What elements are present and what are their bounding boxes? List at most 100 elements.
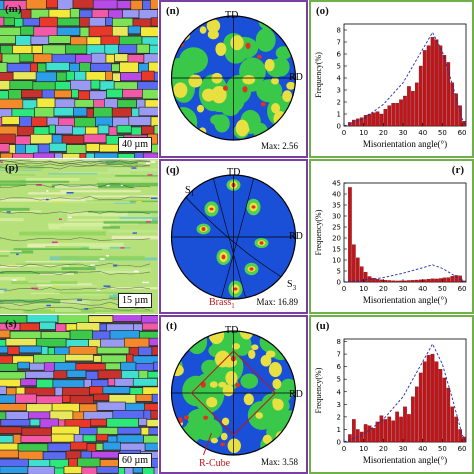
histogram-bar bbox=[383, 109, 388, 127]
histogram-bar bbox=[399, 99, 403, 127]
x-tick-label: 40 bbox=[418, 285, 427, 293]
histogram-bar bbox=[430, 37, 435, 127]
y-tick-label: 5 bbox=[337, 63, 341, 71]
histogram-bar bbox=[446, 62, 451, 127]
histogram-bar bbox=[411, 280, 415, 283]
y-tick-label: 25 bbox=[332, 224, 341, 232]
histogram-bar bbox=[375, 111, 380, 127]
y-tick-label: 6 bbox=[337, 51, 342, 59]
td-label: TD bbox=[227, 167, 241, 178]
x-tick-label: 0 bbox=[342, 129, 346, 137]
histogram-bar bbox=[363, 115, 368, 127]
x-tick-label: 40 bbox=[418, 129, 427, 137]
histogram-bar bbox=[414, 82, 419, 127]
panel-label: (n) bbox=[166, 5, 180, 17]
brass-text: Brass bbox=[209, 297, 232, 308]
pole-figure-q: (q) TD RD S1 S3 Brass1 Max: 16.89 bbox=[159, 159, 308, 314]
y-tick-label: 5 bbox=[337, 376, 341, 384]
histogram-bar bbox=[352, 419, 356, 443]
panel-label: (q) bbox=[166, 164, 180, 176]
s3-subscript: 3 bbox=[292, 284, 297, 292]
td-label: TD bbox=[225, 10, 239, 21]
histogram-bar bbox=[379, 113, 384, 127]
histogram-bar bbox=[458, 105, 462, 127]
misorientation-histogram: 0 10 20 30 40 50 60 0 5 10 15 20 25 30 35 40 45 Misorient… bbox=[314, 180, 467, 306]
histogram-bar bbox=[418, 279, 423, 283]
histogram-bar bbox=[359, 117, 364, 127]
scale-bar-label: 60 µm bbox=[117, 453, 152, 468]
histogram-bar bbox=[426, 278, 431, 283]
scale-bar-label: 15 µm bbox=[117, 293, 152, 308]
histogram-bar bbox=[430, 278, 435, 283]
y-tick-label: 35 bbox=[332, 202, 341, 210]
x-tick-label: 30 bbox=[399, 285, 408, 293]
histogram-bar bbox=[348, 434, 352, 443]
histogram-bar bbox=[371, 278, 376, 283]
histogram-bar bbox=[458, 429, 462, 443]
histogram-bar bbox=[379, 279, 384, 283]
histogram-bar bbox=[450, 276, 455, 283]
histogram-bar bbox=[395, 280, 399, 283]
histogram-bar bbox=[414, 279, 419, 283]
y-axis-label: Frequency(%) bbox=[314, 52, 323, 98]
y-tick-label: 0 bbox=[337, 439, 341, 447]
histogram-o: (o) 0 10 20 30 40 50 60 0 1 2 3 4 5 6 7 8 Misorientation… bbox=[309, 0, 474, 158]
histogram-bar bbox=[399, 416, 403, 443]
histogram-bar bbox=[395, 411, 399, 443]
histogram-bar bbox=[426, 45, 431, 127]
pole-figure-image bbox=[170, 15, 297, 141]
histogram-bar bbox=[383, 280, 388, 283]
histogram-bar bbox=[359, 431, 364, 443]
panel-label: (r) bbox=[451, 164, 464, 176]
x-tick-label: 30 bbox=[399, 129, 408, 137]
pole-figure-n: (n) TD RD Max: 2.56 bbox=[159, 0, 308, 158]
histogram-bar bbox=[391, 420, 396, 443]
max-intensity-label: Max: 16.89 bbox=[256, 297, 299, 307]
panel-label: (m) bbox=[5, 3, 22, 15]
histogram-bar bbox=[383, 419, 388, 443]
histogram-bar bbox=[411, 396, 415, 443]
panel-label: (t) bbox=[166, 320, 177, 332]
histogram-bar bbox=[442, 55, 447, 127]
histogram-bar bbox=[391, 103, 396, 127]
rd-label: RD bbox=[289, 72, 303, 83]
y-tick-label: 8 bbox=[337, 338, 341, 346]
deformed-grain-map-image bbox=[0, 159, 158, 314]
mackenzie-curve bbox=[343, 264, 467, 283]
y-axis-label: Frequency(%) bbox=[314, 209, 323, 255]
max-intensity-label: Max: 3.58 bbox=[261, 457, 298, 467]
y-tick-label: 1 bbox=[337, 111, 341, 119]
histogram-bar bbox=[403, 95, 407, 127]
s1-subscript: 1 bbox=[190, 190, 195, 198]
histogram-bar bbox=[387, 105, 392, 127]
histogram-bar bbox=[387, 280, 392, 283]
brass-subscript: 1 bbox=[231, 302, 235, 310]
histogram-u: (u) 0 10 20 30 40 50 60 0 1 2 3 4 5 6 7 8 Misorientation… bbox=[309, 315, 474, 474]
histogram-bar bbox=[454, 93, 458, 127]
histogram-bar bbox=[462, 436, 466, 443]
histogram-bar bbox=[414, 386, 419, 443]
panel-label: (o) bbox=[316, 5, 329, 17]
histogram-bar bbox=[454, 275, 458, 283]
histogram-bar bbox=[363, 271, 368, 283]
histogram-bar bbox=[434, 39, 439, 127]
y-axis-label: Frequency(%) bbox=[314, 367, 323, 413]
y-tick-label: 2 bbox=[337, 413, 341, 421]
s1-text: S bbox=[185, 185, 191, 196]
histogram-r: (r) 0 10 20 30 40 50 60 0 5 10 15 20 25 30 35 40 45 Misor… bbox=[309, 159, 474, 314]
histogram-bar bbox=[391, 280, 396, 283]
histogram-bar bbox=[446, 387, 451, 443]
x-tick-label: 60 bbox=[458, 129, 467, 137]
histogram-bar bbox=[434, 361, 439, 443]
micrograph-p: (p) 15 µm bbox=[0, 159, 158, 314]
micrograph-m: (m) 40 µm bbox=[0, 0, 158, 158]
histogram-bar bbox=[348, 187, 352, 283]
s1-label: S1 bbox=[185, 185, 194, 198]
histogram-bar bbox=[367, 113, 372, 127]
x-tick-label: 50 bbox=[438, 129, 447, 137]
y-tick-label: 7 bbox=[337, 39, 341, 47]
histogram-bar bbox=[371, 428, 376, 443]
histogram-bar bbox=[395, 103, 399, 127]
y-tick-label: 30 bbox=[332, 213, 341, 221]
brass-label: Brass1 bbox=[209, 297, 235, 310]
